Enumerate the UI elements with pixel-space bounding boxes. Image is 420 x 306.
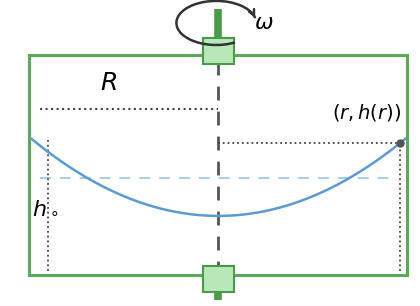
Bar bbox=[202, 266, 234, 292]
Bar bbox=[202, 38, 234, 64]
Text: $h_\circ$: $h_\circ$ bbox=[32, 196, 58, 218]
Bar bbox=[29, 55, 407, 275]
Text: $R$: $R$ bbox=[100, 72, 117, 95]
Text: $\omega$: $\omega$ bbox=[254, 12, 274, 34]
Text: $(r, h(r))$: $(r, h(r))$ bbox=[332, 102, 401, 123]
